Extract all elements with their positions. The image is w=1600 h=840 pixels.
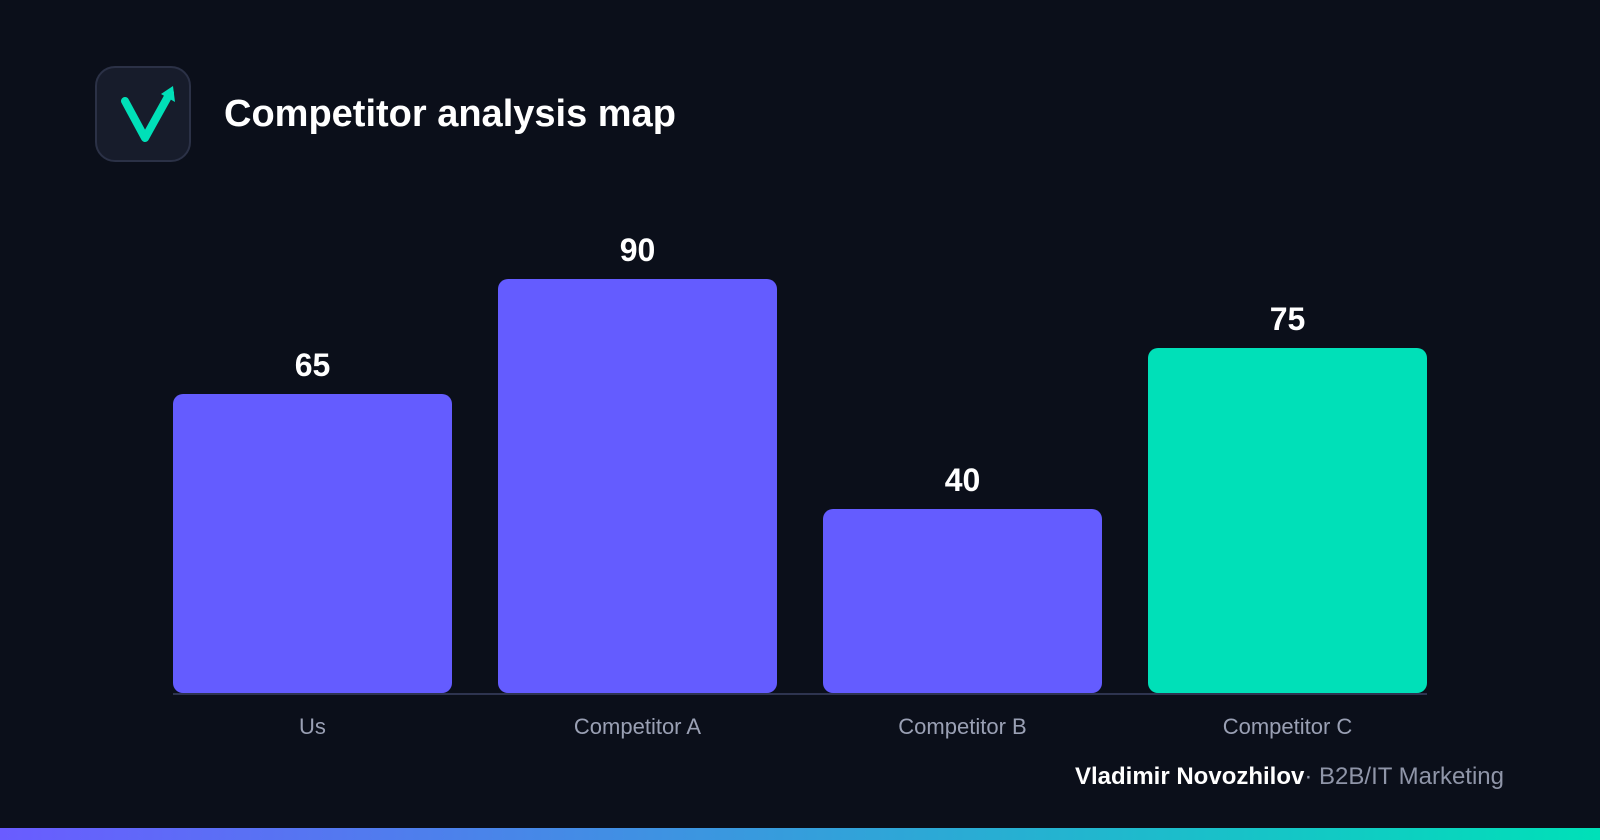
category-label: Us xyxy=(299,714,326,739)
check-arrow-icon xyxy=(121,86,175,142)
data-label: 90 xyxy=(620,232,656,268)
bar-competitor-c xyxy=(1148,348,1427,693)
data-label: 75 xyxy=(1270,301,1306,337)
page-title: Competitor analysis map xyxy=(224,93,676,135)
author-role: B2B/IT Marketing xyxy=(1319,763,1504,790)
author-name: Vladimir Novozhilov xyxy=(1074,763,1305,790)
footer-credit: Vladimir Novozhilov· B2B/IT Marketing xyxy=(1075,762,1504,792)
category-label: Competitor C xyxy=(1223,714,1353,739)
gradient-bar xyxy=(0,828,1600,840)
footer-separator: · xyxy=(1304,763,1313,790)
bar-us xyxy=(173,394,452,693)
logo xyxy=(95,66,191,162)
bar-competitor-b xyxy=(823,509,1102,693)
data-label: 40 xyxy=(945,462,981,498)
bar-chart: 65 Us 90 Competitor A 40 Competitor B 75 Compet… xyxy=(173,232,1427,739)
category-label: Competitor A xyxy=(574,714,701,739)
data-label: 65 xyxy=(295,347,331,383)
bar-competitor-a xyxy=(498,279,777,693)
category-label: Competitor B xyxy=(898,714,1026,739)
